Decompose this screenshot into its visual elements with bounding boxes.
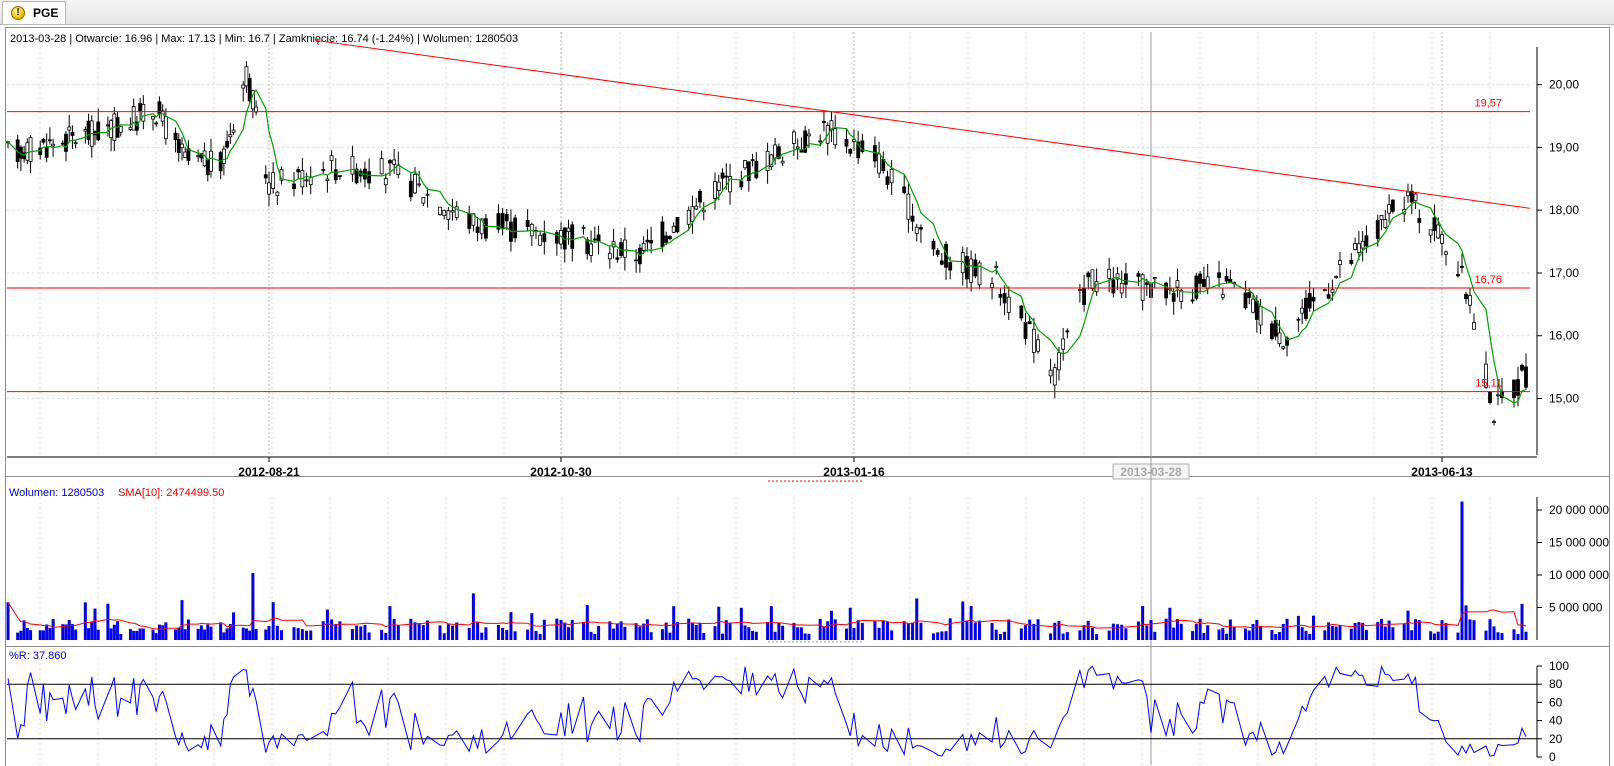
volume-panel[interactable]: [5, 476, 1610, 647]
sma-legend: SMA[10]: 2474499.50: [118, 487, 225, 499]
volume-legend: Wolumen: 1280503: [9, 487, 105, 499]
ohlc-info-line: 2013-03-28 | Otwarcie: 16.96 | Max: 17.1…: [10, 33, 519, 45]
tab-label: PGE: [33, 6, 59, 20]
price-panel[interactable]: [5, 27, 1610, 476]
tab-bar: ! PGE: [0, 0, 1614, 25]
tab-pge[interactable]: ! PGE: [2, 1, 66, 24]
wr-panel[interactable]: [5, 646, 1610, 766]
warning-icon: !: [11, 6, 25, 20]
wr-legend: %R: 37.860: [9, 650, 67, 662]
